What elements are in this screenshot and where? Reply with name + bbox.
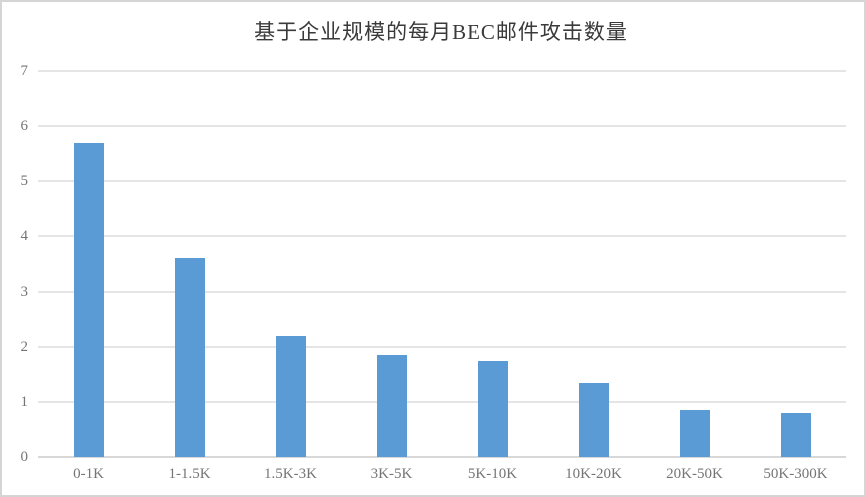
x-axis-tick-label: 3K-5K	[370, 466, 413, 482]
bar	[780, 412, 811, 457]
y-axis-tick-label: 0	[20, 449, 29, 465]
horizontal-gridline	[38, 345, 846, 348]
bar	[477, 360, 508, 457]
y-axis-tick-label: 3	[20, 283, 29, 300]
y-axis-tick-label: 1	[20, 393, 29, 410]
bar	[73, 142, 104, 457]
bar	[679, 410, 710, 457]
horizontal-gridline	[38, 290, 846, 293]
x-axis-tick-label: 10K-20K	[565, 466, 622, 482]
x-axis-tick-label: 1.5K-3K	[264, 466, 317, 482]
y-axis-tick-label: 7	[20, 63, 29, 79]
horizontal-gridline	[38, 400, 846, 403]
y-axis-tick-label: 4	[20, 228, 29, 245]
chart-title: 基于企业规模的每月BEC邮件攻击数量	[254, 20, 628, 44]
bar	[174, 258, 205, 457]
x-axis-tick-label: 50K-300K	[763, 466, 828, 482]
bar	[275, 335, 306, 457]
horizontal-gridline	[38, 70, 846, 72]
x-axis-tick-label: 1-1.5K	[168, 466, 211, 482]
x-axis-tick-label: 20K-50K	[666, 466, 723, 482]
bar	[376, 354, 407, 457]
x-axis-tick-label: 0-1K	[73, 466, 104, 482]
horizontal-gridline	[38, 125, 846, 128]
y-axis-tick-label: 5	[20, 173, 29, 190]
x-axis-line	[38, 456, 846, 458]
horizontal-gridline	[38, 180, 846, 183]
horizontal-gridline	[38, 235, 846, 238]
x-axis-tick-label: 5K-10K	[467, 466, 518, 482]
bar	[578, 382, 609, 457]
y-axis-tick-label: 6	[20, 118, 29, 135]
y-axis-tick-label: 2	[20, 338, 29, 355]
